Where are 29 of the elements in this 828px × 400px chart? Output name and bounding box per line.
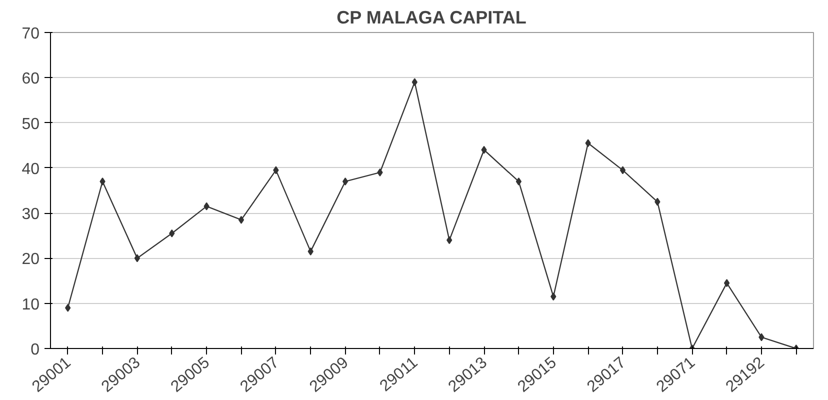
point bbox=[620, 166, 626, 174]
point bbox=[516, 177, 522, 186]
point bbox=[273, 166, 279, 174]
y-tick-label: 20 bbox=[22, 251, 40, 268]
point bbox=[134, 254, 140, 262]
point bbox=[377, 168, 383, 176]
point bbox=[169, 229, 175, 238]
point bbox=[238, 216, 244, 224]
y-tick-label: 30 bbox=[22, 206, 40, 224]
point bbox=[758, 333, 764, 342]
y-tick-label: 10 bbox=[22, 296, 40, 314]
y-tick-label: 0 bbox=[30, 342, 40, 358]
point bbox=[724, 279, 730, 288]
point bbox=[204, 202, 210, 210]
y-tick-label: 60 bbox=[22, 70, 40, 88]
point bbox=[412, 78, 418, 86]
point bbox=[342, 177, 348, 186]
y-tick-label: 50 bbox=[22, 116, 40, 133]
chart-title: CP MALAGA CAPITAL bbox=[336, 8, 526, 28]
point bbox=[65, 304, 71, 312]
point bbox=[308, 247, 314, 256]
point bbox=[654, 198, 660, 206]
y-tick-label: 70 bbox=[22, 26, 40, 42]
point bbox=[585, 139, 591, 148]
point bbox=[481, 146, 487, 154]
point bbox=[550, 292, 556, 301]
point bbox=[100, 177, 106, 186]
point bbox=[446, 236, 452, 244]
y-tick-label: 40 bbox=[22, 160, 40, 178]
